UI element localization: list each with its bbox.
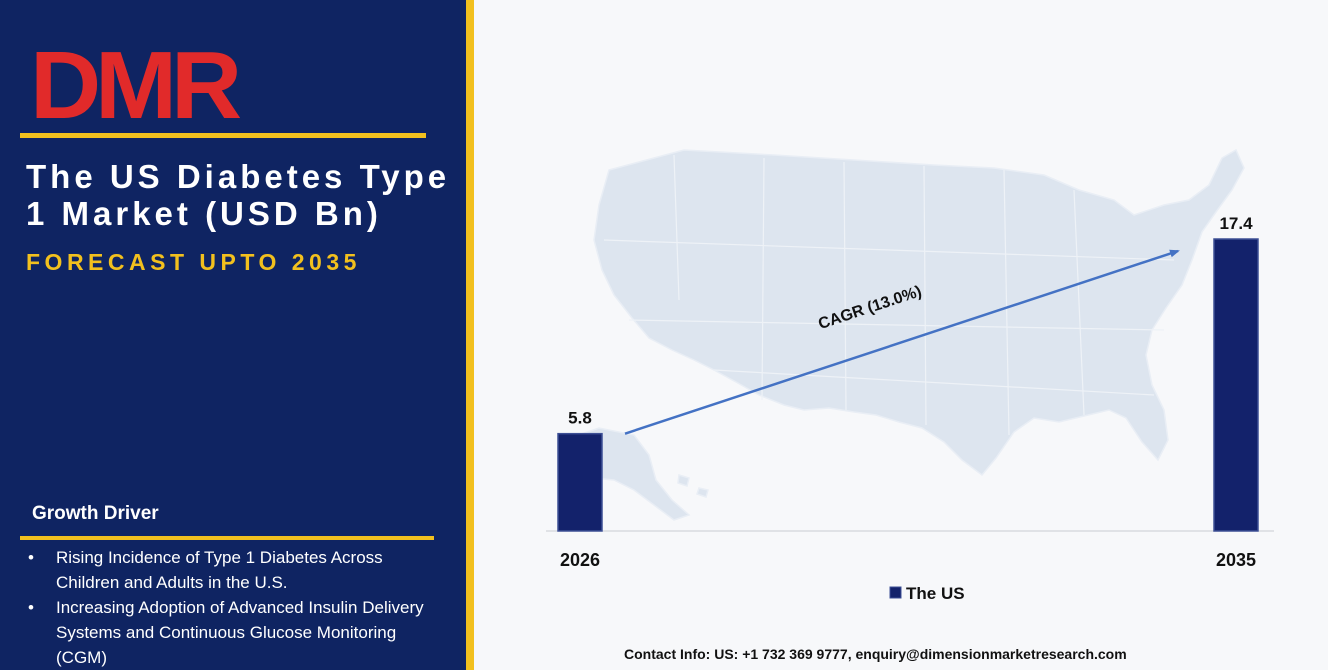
- page-subtitle: FORECAST UPTO 2035: [26, 249, 361, 275]
- growth-driver-item: • Increasing Adoption of Advanced Insuli…: [28, 595, 448, 670]
- market-chart: 5.8 17.4 2026 2035 CAGR (13.0%) The US: [546, 148, 1274, 603]
- x-tick-label-2026: 2026: [560, 550, 600, 570]
- cagr-arrow: [624, 249, 1180, 435]
- data-label-2026: 5.8: [568, 409, 592, 428]
- contact-info: Contact Info: US: +1 732 369 9777, enqui…: [624, 646, 1127, 662]
- bullet-icon: •: [28, 598, 34, 617]
- growth-driver-list: • Rising Incidence of Type 1 Diabetes Ac…: [28, 545, 448, 670]
- legend-label-the-us: The US: [906, 584, 965, 603]
- bullet-icon: •: [28, 548, 34, 567]
- accent-stripe: [466, 0, 474, 670]
- growth-driver-item-text: Increasing Adoption of Advanced Insulin …: [56, 598, 424, 667]
- bar-2035: [1213, 238, 1259, 532]
- data-label-2035: 17.4: [1219, 214, 1253, 233]
- growth-driver-title: Growth Driver: [32, 503, 159, 524]
- logo-divider: [20, 133, 426, 138]
- legend-swatch: [889, 586, 902, 599]
- dmr-logo: DMR: [30, 40, 240, 124]
- growth-driver-item: • Rising Incidence of Type 1 Diabetes Ac…: [28, 545, 448, 595]
- page-title: The US Diabetes Type 1 Market (USD Bn): [26, 158, 451, 232]
- us-map-background: [561, 148, 1245, 521]
- svg-text:DMR: DMR: [30, 40, 240, 124]
- bar-2026: [557, 432, 603, 532]
- left-panel: DMR The US Diabetes Type 1 Market (USD B…: [0, 0, 466, 670]
- growth-driver-divider: [20, 536, 434, 540]
- growth-driver-item-text: Rising Incidence of Type 1 Diabetes Acro…: [56, 548, 383, 592]
- x-tick-label-2035: 2035: [1216, 550, 1256, 570]
